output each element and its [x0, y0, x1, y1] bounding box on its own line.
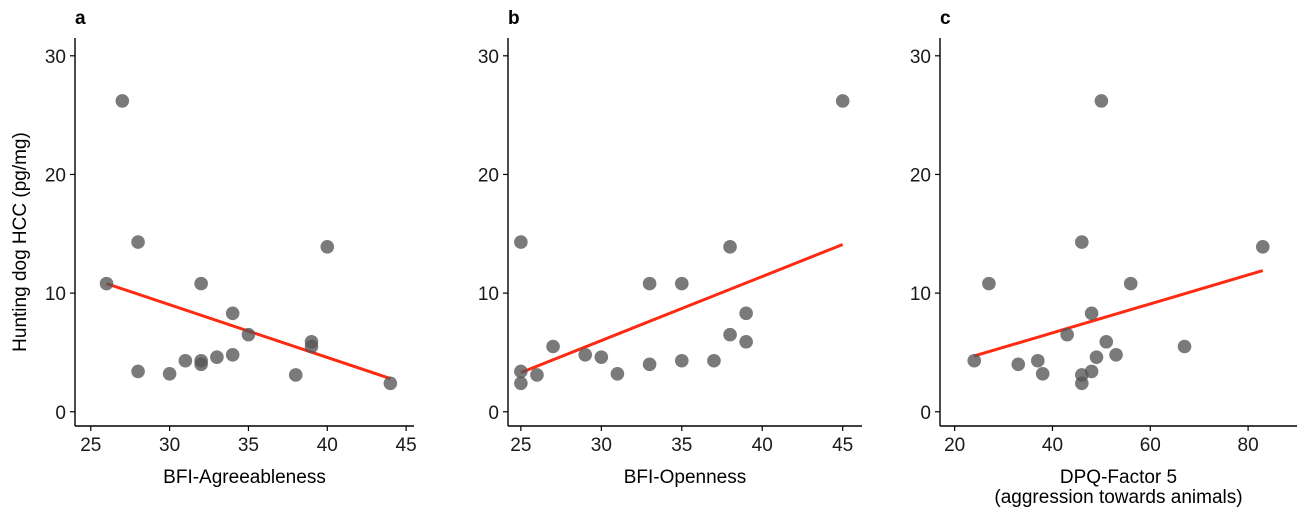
x-tick-label: 45	[832, 435, 853, 456]
x-tick-label: 25	[80, 435, 101, 456]
data-point	[546, 339, 560, 354]
y-axis-title: Hunting dog HCC (pg/mg)	[10, 132, 31, 352]
panel-label: b	[508, 8, 520, 29]
data-point	[225, 348, 240, 362]
y-tick-label: 0	[488, 403, 499, 424]
data-point	[739, 306, 753, 321]
data-point	[1084, 364, 1099, 379]
y-tick-label: 20	[478, 165, 499, 186]
data-point	[674, 276, 689, 291]
y-tick-label: 0	[55, 403, 66, 424]
data-point	[1089, 350, 1104, 364]
x-tick-label: 40	[317, 435, 338, 456]
x-tick-label: 40	[752, 435, 773, 456]
y-tick-label: 30	[910, 47, 931, 68]
data-point	[642, 276, 657, 291]
x-tick-label: 35	[238, 435, 259, 456]
data-point	[1109, 348, 1123, 362]
data-point	[304, 339, 319, 354]
y-tick-label: 0	[920, 403, 931, 424]
data-point	[674, 353, 689, 368]
data-point	[723, 327, 737, 342]
x-tick-label: 40	[1042, 435, 1063, 456]
data-point	[1255, 240, 1270, 254]
x-tick-label: 60	[1140, 435, 1161, 456]
regression-line	[520, 243, 844, 374]
data-point	[99, 276, 114, 291]
x-tick-label: 30	[159, 435, 180, 456]
x-axis-title: BFI-Agreeableness	[163, 467, 326, 488]
x-axis-title: DPQ-Factor 5	[1060, 467, 1177, 488]
data-point	[131, 235, 145, 249]
x-tick-label: 20	[944, 435, 965, 456]
data-point	[1075, 376, 1089, 391]
x-tick-label: 35	[671, 435, 692, 456]
data-point	[288, 368, 303, 382]
data-point	[383, 376, 398, 391]
data-point	[707, 353, 721, 368]
panel-label: c	[940, 8, 951, 29]
data-point	[210, 350, 224, 364]
data-point	[1177, 339, 1192, 354]
data-point	[194, 276, 208, 291]
data-point	[739, 334, 753, 349]
data-point	[1035, 366, 1050, 381]
regression-line	[973, 269, 1264, 358]
y-tick-label: 20	[910, 165, 931, 186]
panel-label: a	[75, 8, 86, 29]
y-tick-label: 30	[45, 47, 66, 68]
data-point	[982, 276, 996, 291]
data-point	[514, 376, 528, 391]
data-point	[1075, 235, 1089, 249]
y-tick-label: 30	[478, 47, 499, 68]
data-point	[178, 353, 193, 368]
y-tick-label: 10	[478, 284, 499, 305]
x-axis-title-line2: (aggression towards animals)	[994, 487, 1242, 508]
data-point	[225, 306, 240, 321]
data-point	[241, 327, 256, 342]
panel-a: a 0 10 20 30 25 30 35 40 45 BFI-Agreeableness Hunti…	[10, 8, 417, 488]
y-tick-label: 10	[910, 284, 931, 305]
panel-c: c 0 10 20 30 20 40 60 80 DPQ-Factor 5(aggression …	[910, 8, 1297, 508]
data-point	[723, 240, 737, 254]
data-point	[835, 94, 850, 108]
x-tick-label: 30	[591, 435, 612, 456]
data-point	[594, 350, 609, 364]
data-point	[610, 366, 625, 381]
data-point	[967, 353, 982, 368]
data-point	[514, 364, 528, 379]
y-tick-label: 20	[45, 165, 66, 186]
x-tick-label: 25	[510, 435, 531, 456]
data-point	[642, 357, 657, 372]
x-tick-label: 45	[396, 435, 417, 456]
x-axis-title: BFI-Openness	[624, 467, 747, 488]
data-point	[514, 235, 528, 249]
data-point	[1011, 357, 1026, 372]
data-point	[1060, 327, 1074, 342]
data-point	[1084, 306, 1099, 321]
x-tick-label: 80	[1238, 435, 1259, 456]
data-point	[162, 366, 177, 381]
data-point	[1031, 353, 1045, 368]
data-point	[578, 348, 593, 362]
data-point	[1123, 276, 1138, 291]
data-point	[115, 94, 130, 108]
data-point	[530, 368, 544, 382]
data-point	[194, 357, 208, 372]
y-tick-label: 10	[45, 284, 66, 305]
data-point	[1094, 94, 1109, 108]
data-point	[320, 240, 335, 254]
data-point	[131, 364, 145, 379]
data-point	[1099, 334, 1114, 349]
panel-b: b 0 10 20 30 25 30 35 40 45 BFI-Openness	[478, 8, 862, 488]
